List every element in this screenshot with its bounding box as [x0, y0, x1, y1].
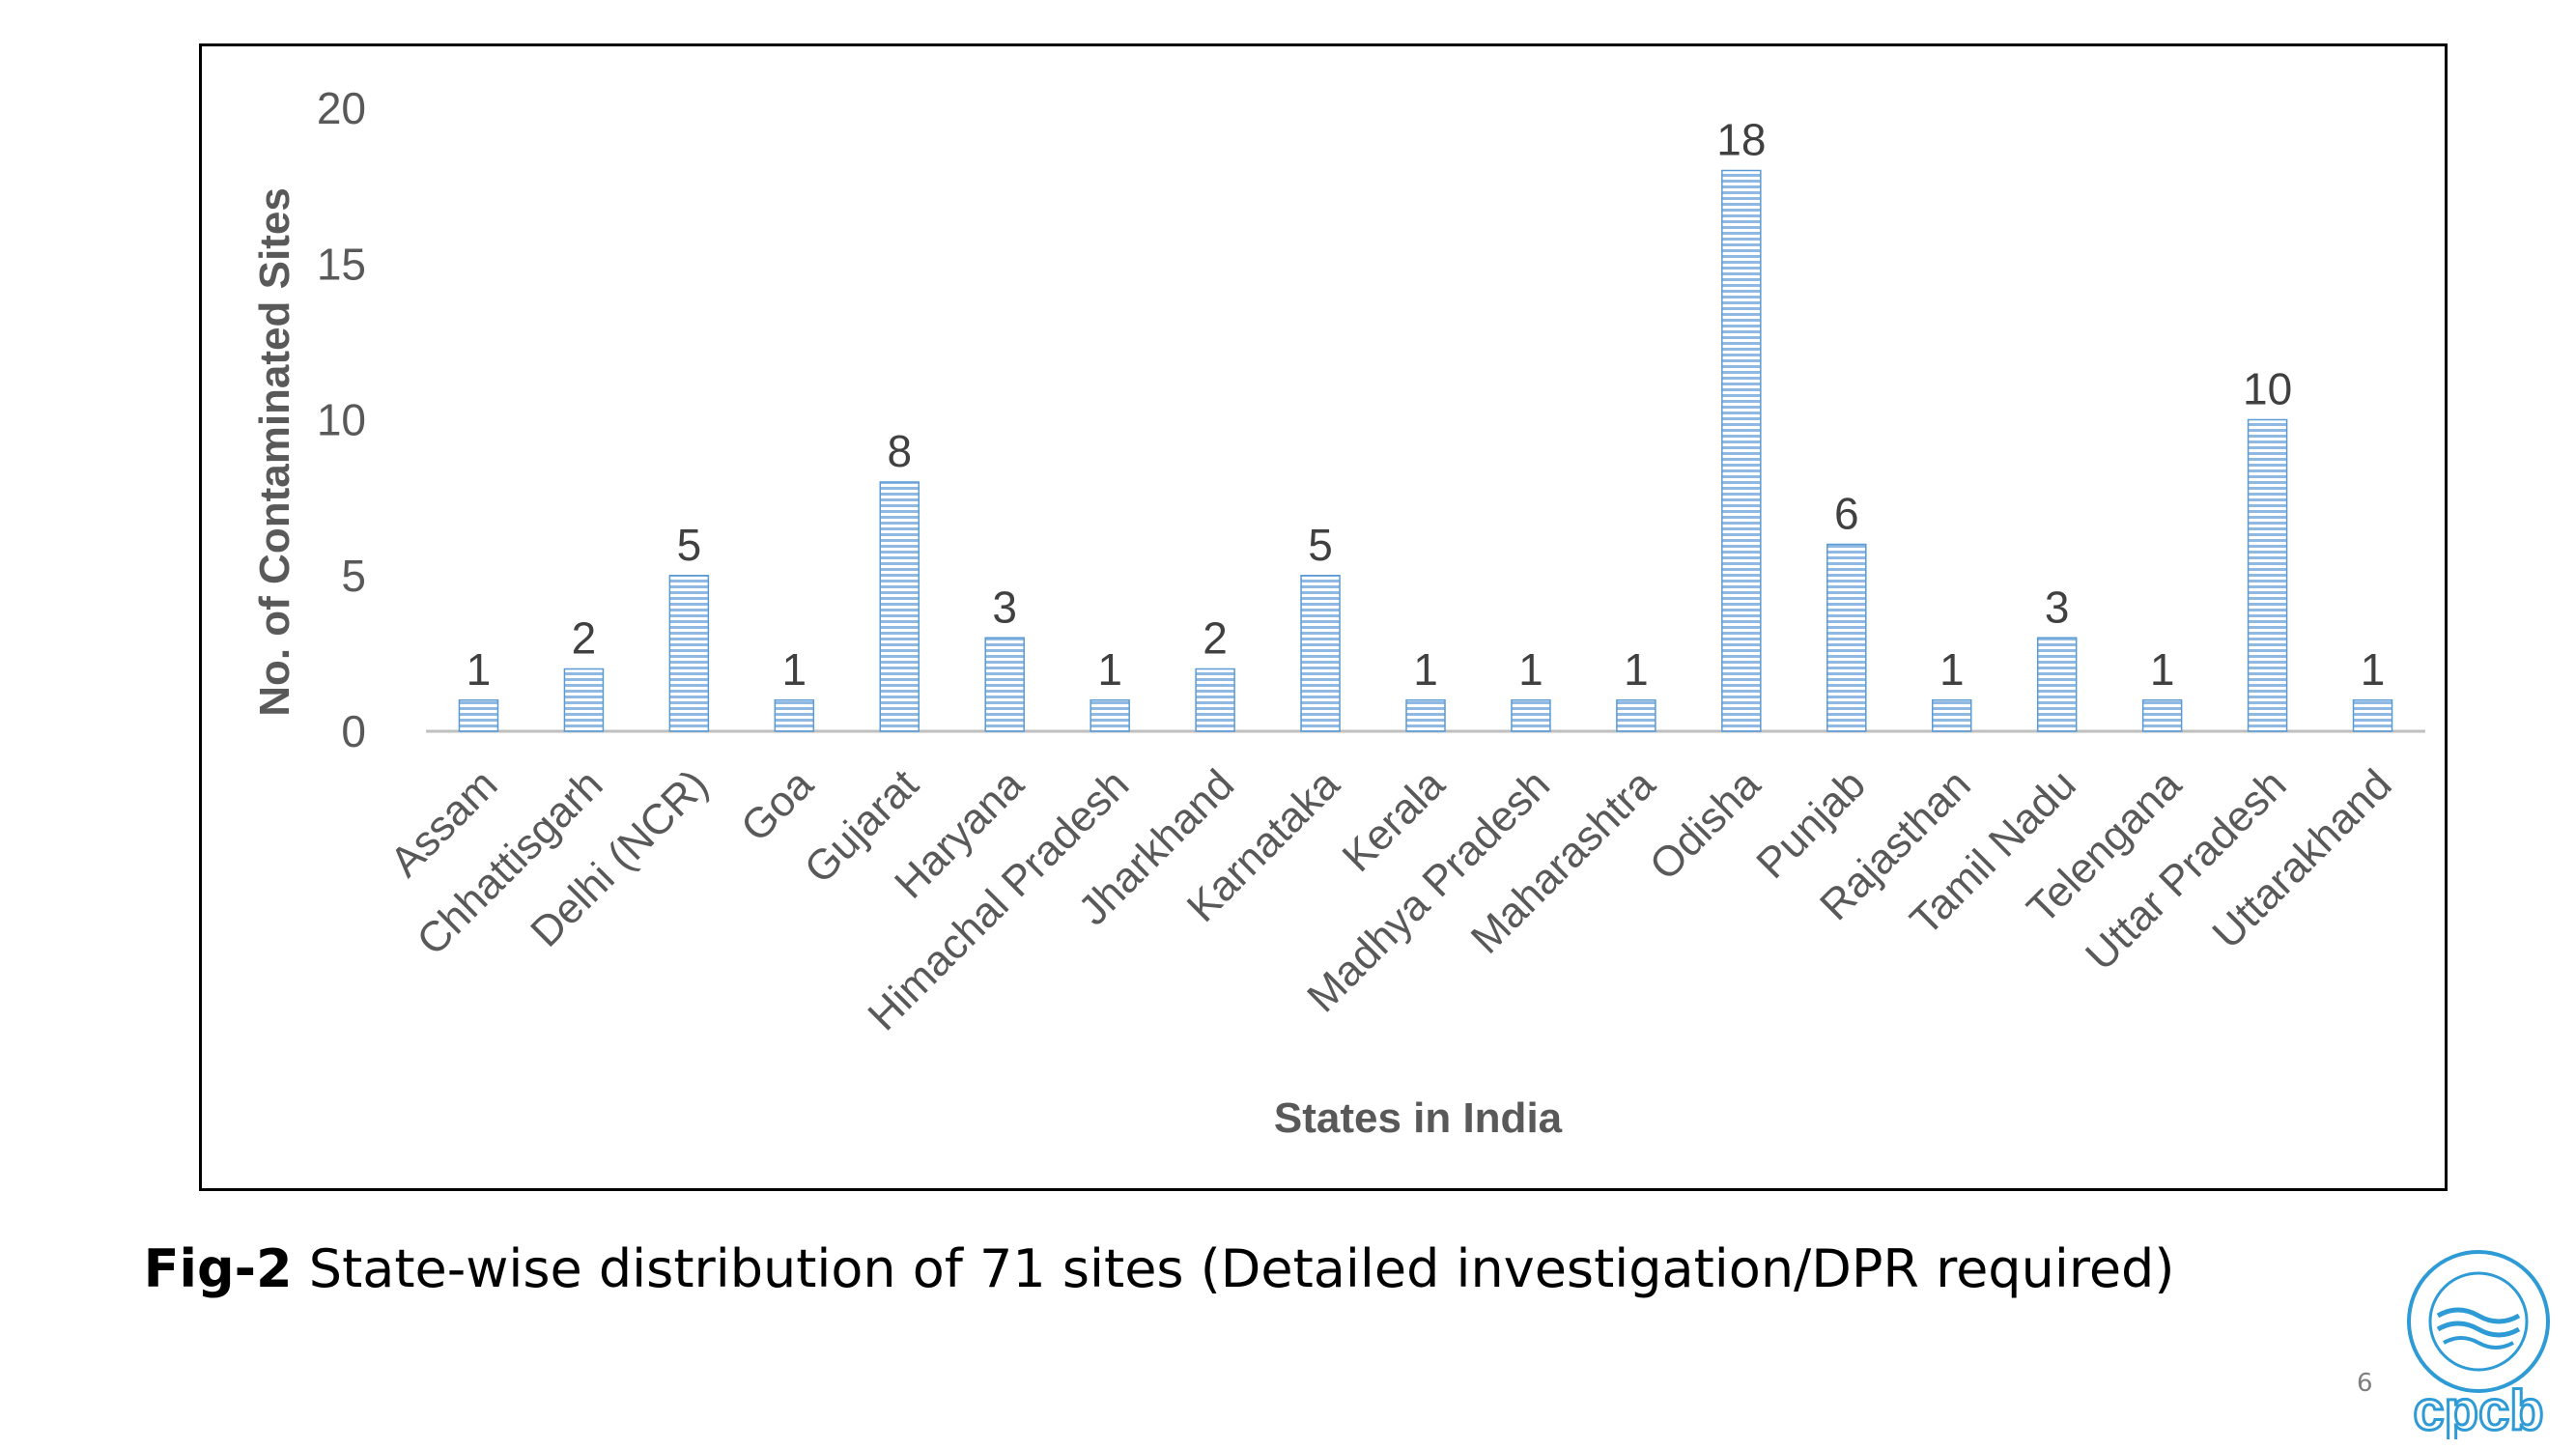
data-label: 1	[2150, 644, 2175, 695]
page-number: 6	[2357, 1369, 2373, 1398]
bar	[2352, 699, 2393, 732]
bar	[458, 699, 499, 732]
figure-caption: Fig-2 State-wise distribution of 71 site…	[0, 1238, 2318, 1299]
bar	[1300, 575, 1341, 732]
bar	[984, 637, 1025, 732]
data-label: 1	[1097, 644, 1122, 695]
x-tick-label: Goa	[732, 760, 823, 851]
logo-ring-inner	[2428, 1271, 2529, 1372]
x-axis-label: States in India	[1274, 1094, 1563, 1142]
data-label: 1	[1518, 644, 1543, 695]
data-label: 5	[1308, 520, 1333, 570]
y-tick-label: 15	[317, 239, 366, 289]
bar	[1405, 699, 1446, 732]
bar	[1826, 543, 1867, 732]
y-axis-label: No. of Contaminated Sites	[251, 187, 298, 717]
y-tick-label: 10	[317, 395, 366, 445]
logo-ring-outer	[2407, 1250, 2550, 1393]
bar	[668, 575, 710, 732]
data-label: 6	[1834, 489, 1859, 539]
data-label: 1	[782, 644, 807, 695]
bar	[1616, 699, 1656, 732]
bar	[2141, 699, 2183, 732]
data-label: 8	[887, 426, 912, 476]
logo-wordmark: cpcb	[2413, 1379, 2543, 1439]
data-label: 5	[677, 520, 702, 570]
logo-wave-2	[2436, 1321, 2521, 1338]
data-label: 18	[1716, 115, 1766, 165]
bars	[458, 169, 2393, 732]
logo-wave-1	[2436, 1307, 2521, 1324]
data-label: 2	[1203, 613, 1228, 664]
data-label: 1	[1413, 644, 1438, 695]
bar	[1511, 699, 1551, 732]
data-label: 10	[2243, 364, 2292, 414]
data-label: 1	[1624, 644, 1649, 695]
data-label: 3	[992, 582, 1017, 632]
y-tick-label: 5	[341, 551, 366, 601]
y-tick-label: 20	[317, 83, 366, 133]
x-tick-label: Odisha	[1641, 760, 1770, 890]
bar	[1090, 699, 1130, 732]
bar	[879, 481, 920, 732]
data-label: 3	[2045, 582, 2070, 632]
caption-prefix: Fig-2	[143, 1238, 293, 1299]
bar	[2247, 418, 2288, 732]
cpcb-logo: cpcb	[2407, 1250, 2550, 1439]
bar	[2036, 637, 2078, 732]
bar	[1931, 699, 1972, 732]
bar	[1195, 668, 1235, 732]
y-axis-ticks: 0 5 10 15 20	[317, 83, 366, 756]
y-tick-label: 0	[341, 706, 366, 756]
data-label: 1	[467, 644, 492, 695]
caption-text: State-wise distribution of 71 sites (Det…	[292, 1238, 2175, 1299]
bar	[1721, 169, 1762, 732]
data-label: 2	[572, 613, 597, 664]
bar	[774, 699, 815, 732]
data-label: 1	[1939, 644, 1965, 695]
data-label: 1	[2361, 644, 2386, 695]
chart-frame: 0 5 10 15 20 1 2 5 1 8 3 1 2 5 1 1 1 18 6 1 3 1 10 1 Assam Chha…	[199, 43, 2448, 1191]
x-tick-label: Maharashtra	[1462, 760, 1665, 963]
bar	[563, 668, 605, 732]
logo-wave-3	[2443, 1336, 2514, 1350]
